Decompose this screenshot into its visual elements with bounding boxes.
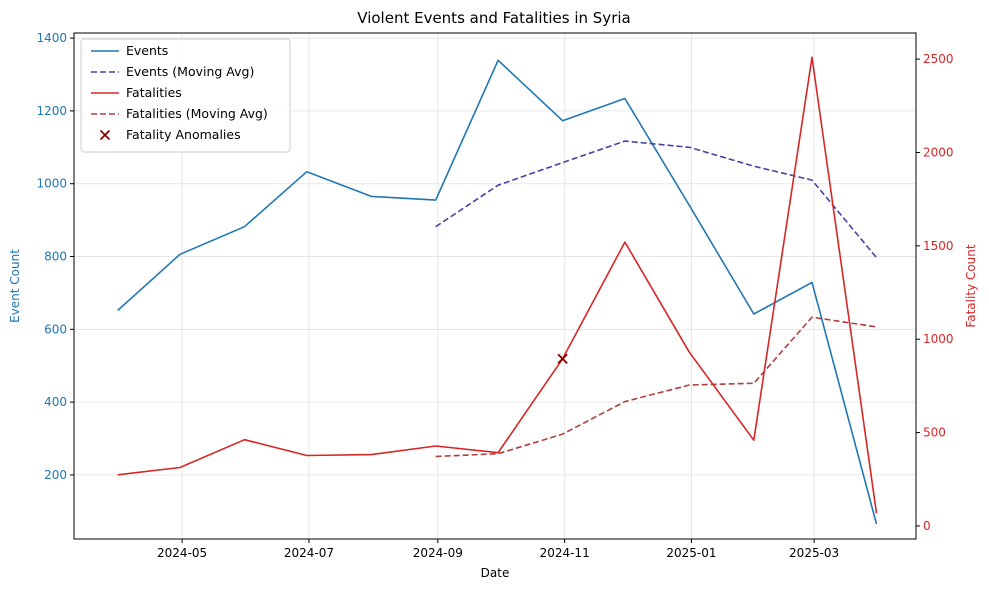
x-tick-label: 2024-07 [284, 546, 334, 560]
legend-box [80, 38, 291, 153]
series-line-fatalities-moving-avg [435, 316, 877, 458]
y-tick-label-left: 1000 [36, 177, 67, 191]
series-line-events-moving-avg [435, 140, 878, 259]
series-line-fatalities [117, 56, 878, 514]
legend-item: Events [91, 43, 168, 58]
y-tick-label-left: 1400 [36, 31, 67, 45]
y-tick-label-right: 0 [923, 519, 931, 533]
y-tick-label-left: 400 [44, 395, 67, 409]
x-tick-label: 2025-01 [666, 546, 716, 560]
y-axis-right-label: Fatality Count [964, 244, 978, 327]
legend-item: Fatalities (Moving Avg) [91, 106, 268, 121]
anomaly-marker-stroke [557, 353, 568, 364]
y-tick-label-right: 500 [923, 426, 946, 440]
legend-item: Events (Moving Avg) [91, 64, 254, 79]
x-tick-label: 2024-11 [540, 546, 590, 560]
y-tick-label-left: 800 [44, 250, 67, 264]
x-tick-label: 2025-03 [789, 546, 839, 560]
y-tick-label-left: 1200 [36, 104, 67, 118]
legend-label: Fatalities [126, 85, 182, 100]
x-axis-label: Date [481, 566, 510, 580]
x-tick-label: 2024-09 [413, 546, 463, 560]
legend-item: Fatality Anomalies [99, 127, 241, 142]
y-axis-left-label: Event Count [8, 249, 22, 323]
y-tick-label-left: 600 [44, 322, 67, 336]
plot-series [117, 56, 878, 525]
y-axis-right: 0 500 1000 1500 2000 2500 [916, 52, 954, 533]
y-axis-left: 200 400 600 800 1000 1200 1400 [36, 31, 74, 482]
anomaly-marker [557, 353, 568, 364]
y-tick-label-right: 1500 [923, 239, 954, 253]
x-axis: 2024-05 2024-07 2024-09 2024-11 2025-01 2025-… [157, 539, 839, 560]
y-tick-label-right: 2000 [923, 145, 954, 159]
y-tick-label-left: 200 [44, 468, 67, 482]
plot-frame [73, 32, 917, 540]
legend-label: Fatality Anomalies [126, 127, 241, 142]
y-tick-label-right: 2500 [923, 52, 954, 66]
chart-title: Violent Events and Fatalities in Syria [357, 9, 630, 27]
legend-label: Events (Moving Avg) [126, 64, 254, 79]
grid [74, 33, 916, 539]
legend-label: Events [126, 43, 168, 58]
legend-label: Fatalities (Moving Avg) [126, 106, 268, 121]
legend-item: Fatalities [91, 85, 182, 100]
series-line-events [117, 59, 878, 525]
legend-swatch [99, 129, 111, 141]
x-tick-label: 2024-05 [157, 546, 207, 560]
legend: Events Events (Moving Avg) Fatalities Fatal… [80, 38, 291, 153]
y-tick-label-right: 1000 [923, 332, 954, 346]
